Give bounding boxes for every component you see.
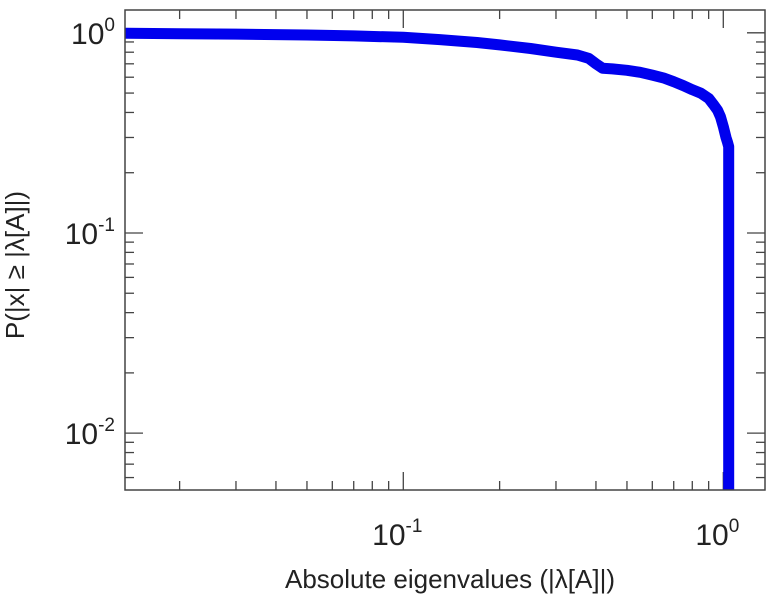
- y-axis-label: P(|x| ≥ |λ[A]|): [0, 191, 30, 339]
- series-layer: [124, 27, 735, 490]
- tick-marks: [125, 10, 765, 490]
- tick-labels: 10-1 100 10-2 10-1 100: [65, 15, 740, 552]
- y-tick-label: 10-1: [65, 215, 115, 251]
- x-tick-label: 10-1: [372, 516, 422, 552]
- y-tick-label: 10-2: [65, 415, 115, 451]
- plot-frame: [124, 9, 766, 491]
- x-tick-label: 100: [695, 516, 739, 552]
- x-axis-label: Absolute eigenvalues (|λ[A]|): [285, 564, 615, 594]
- y-tick-label: 100: [71, 15, 115, 51]
- series-line-0: [124, 27, 735, 490]
